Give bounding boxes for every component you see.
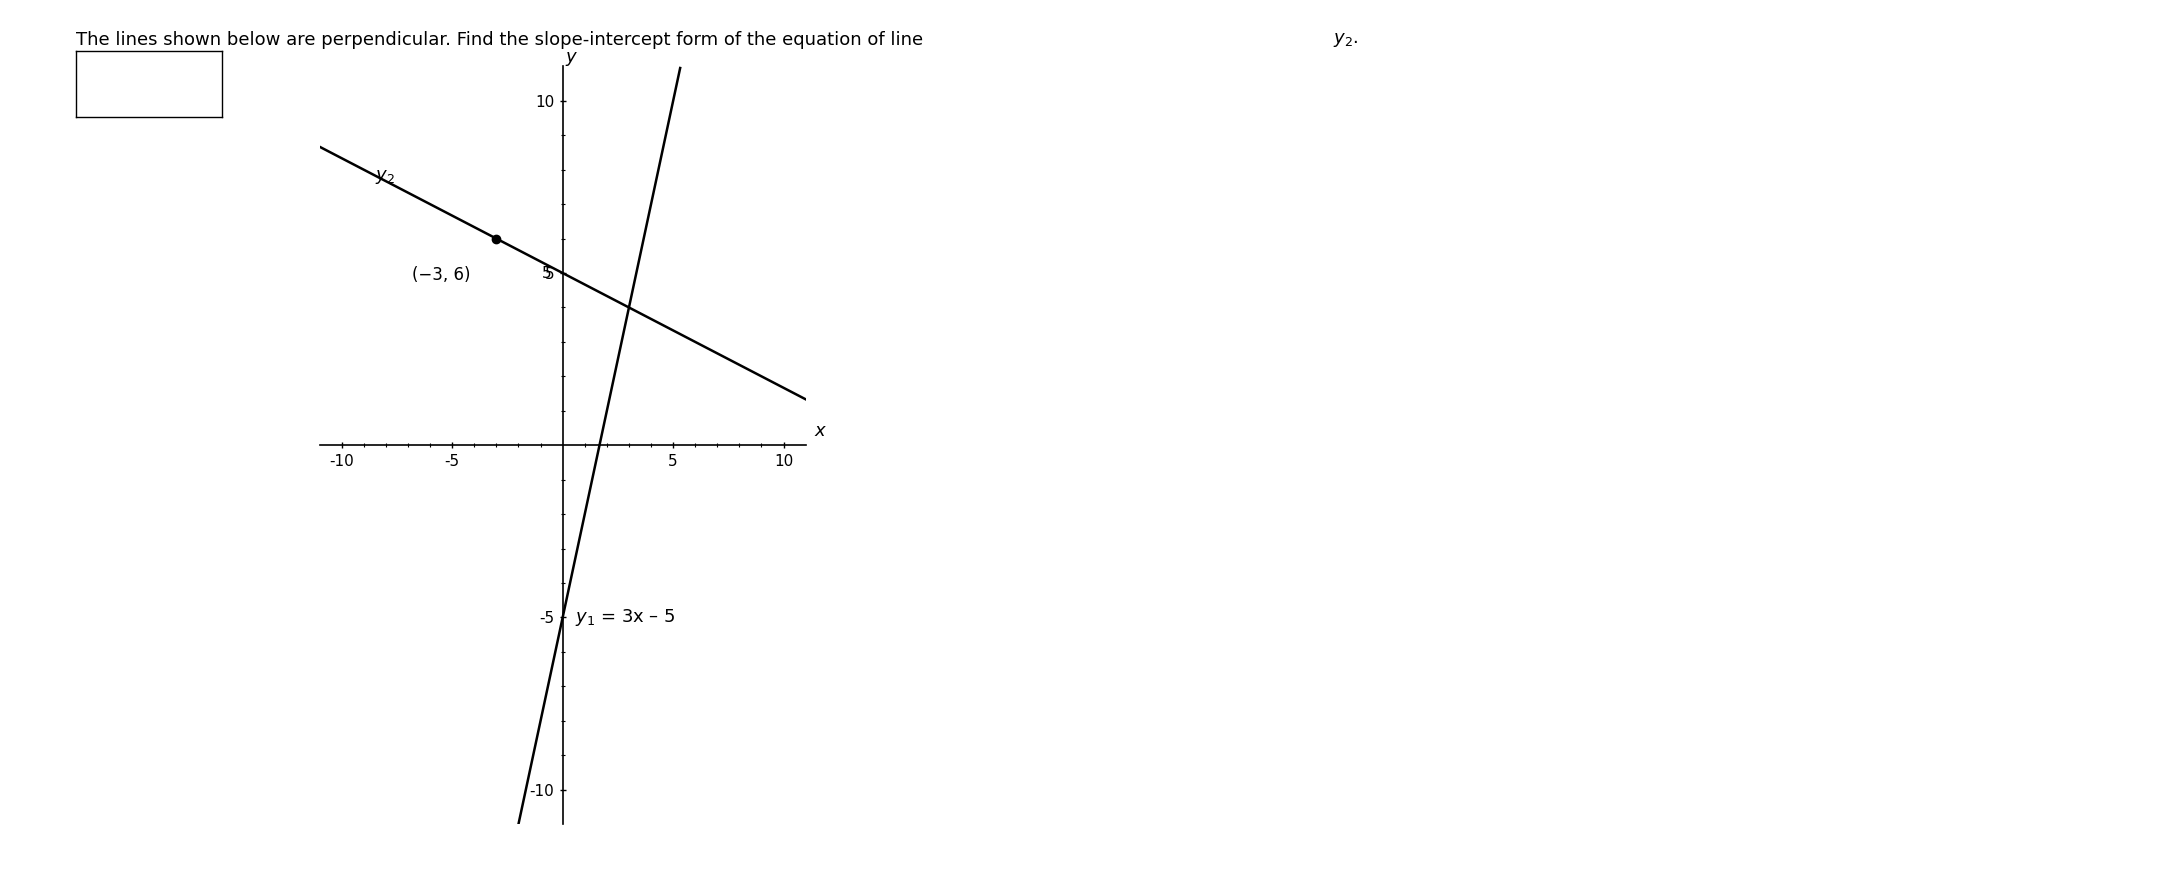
Text: $y_2$: $y_2$ [376,167,395,186]
Text: (−3, 6): (−3, 6) [413,266,471,284]
Text: $y_2$.: $y_2$. [1333,31,1359,49]
Text: $y_1$ = 3x – 5: $y_1$ = 3x – 5 [575,607,676,628]
Text: The lines shown below are perpendicular. Find the slope-intercept form of the eq: The lines shown below are perpendicular.… [76,31,929,49]
Text: y: y [566,49,577,66]
Text: x: x [814,423,825,440]
Text: 5: 5 [542,266,551,281]
